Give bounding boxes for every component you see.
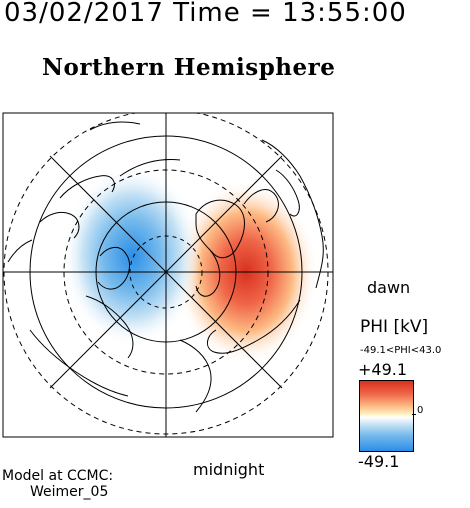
colorbar	[359, 380, 414, 452]
colorbar-zero-tick	[412, 414, 416, 415]
colorbar-min-label: -49.1	[358, 452, 400, 471]
dawn-label: dawn	[367, 278, 411, 297]
colorbar-zero-label: 0	[417, 405, 424, 416]
model-name: Weimer_05	[30, 484, 109, 500]
colorbar-max-label: +49.1	[358, 360, 408, 379]
colorbar-range: -49.1<PHI<43.0	[360, 345, 442, 356]
map-frame	[2, 112, 334, 438]
midnight-label: midnight	[193, 460, 265, 479]
coastlines	[7, 121, 324, 413]
model-credit: Model at CCMC:	[2, 468, 114, 484]
negative-potential-cell	[62, 166, 202, 346]
colorbar-title: PHI [kV]	[360, 317, 429, 337]
date-time-header: 03/02/2017 Time = 13:55:00	[4, 0, 407, 28]
plot-title: Northern Hemisphere	[42, 54, 336, 81]
meridian-lines	[3, 113, 333, 437]
polar-map	[2, 112, 334, 438]
